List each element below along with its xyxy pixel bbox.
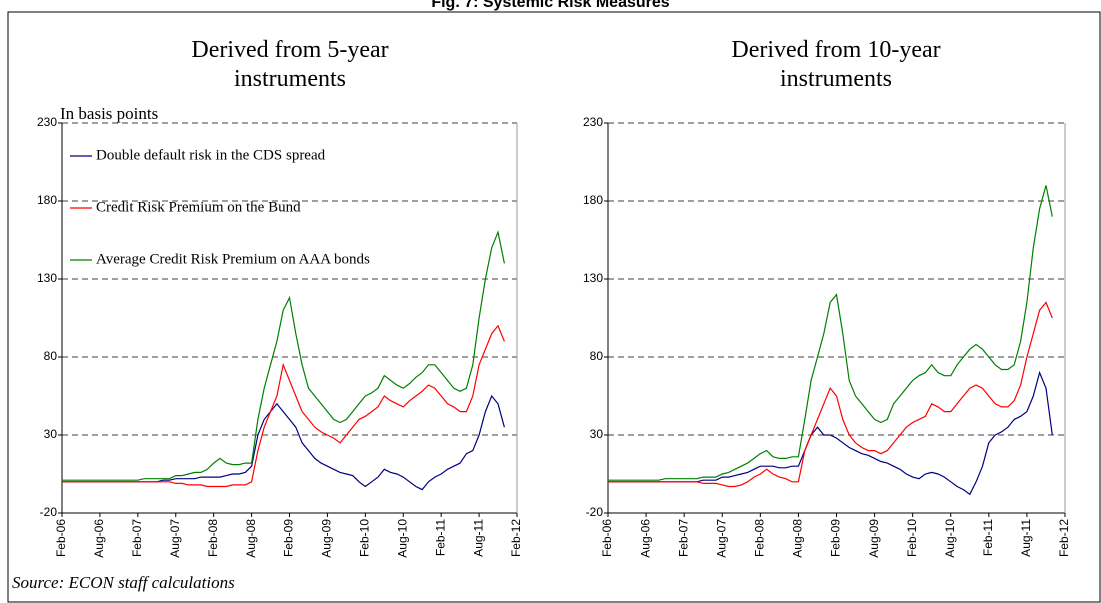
- x-tick-label: Feb-06: [54, 519, 68, 557]
- y-tick-label: 230: [37, 115, 57, 129]
- series-line: [62, 230, 505, 481]
- y-tick-label: 230: [583, 115, 603, 129]
- x-tick-label: Feb-07: [676, 519, 690, 557]
- legend-label: Credit Risk Premium on the Bund: [96, 199, 301, 215]
- y-tick-label: 130: [37, 271, 57, 285]
- x-tick-label: Aug-06: [638, 519, 652, 558]
- y-tick-label: 80: [590, 349, 604, 363]
- chart-title: Derived from 10-year instruments: [731, 37, 941, 92]
- x-tick-label: Feb-10: [358, 519, 372, 557]
- x-tick-label: Feb-09: [282, 519, 296, 557]
- x-tick-label: Feb-09: [829, 519, 843, 557]
- x-tick-label: Feb-11: [433, 519, 447, 556]
- x-tick-label: Aug-10: [943, 519, 957, 558]
- x-tick-label: Feb-06: [600, 519, 614, 557]
- series-line: [608, 370, 1053, 496]
- x-tick-label: Aug-11: [1019, 519, 1033, 557]
- series-line: [608, 185, 1053, 481]
- figure-title: Fig. 7: Systemic Risk Measures: [431, 0, 670, 11]
- x-tick-label: Feb-12: [509, 519, 523, 557]
- x-tick-label: Aug-09: [320, 519, 334, 558]
- y-tick-label: 30: [44, 427, 58, 441]
- x-tick-label: Feb-11: [981, 519, 995, 556]
- x-tick-label: Aug-08: [791, 519, 805, 558]
- y-tick-label: -20: [40, 505, 58, 519]
- frame: [7, 11, 1101, 603]
- y-tick-label: 80: [44, 349, 58, 363]
- x-tick-label: Aug-10: [395, 519, 409, 558]
- x-tick-label: Feb-07: [130, 519, 144, 557]
- x-tick-label: Feb-08: [753, 519, 767, 557]
- series-line: [62, 324, 505, 488]
- y-tick-label: 130: [583, 271, 603, 285]
- y-tick-label: 180: [583, 193, 603, 207]
- y-axis-label: In basis points: [60, 104, 158, 123]
- x-tick-label: Feb-08: [206, 519, 220, 557]
- legend-label: Average Credit Risk Premium on AAA bonds: [96, 251, 370, 267]
- x-tick-label: Feb-12: [1057, 519, 1071, 557]
- x-tick-label: Aug-09: [867, 519, 881, 558]
- x-tick-label: Aug-07: [168, 519, 182, 558]
- series-line: [608, 301, 1053, 488]
- y-tick-label: 30: [590, 427, 604, 441]
- x-tick-label: Aug-08: [244, 519, 258, 558]
- x-tick-label: Aug-11: [471, 519, 485, 557]
- x-tick-label: Aug-07: [714, 519, 728, 558]
- y-tick-label: 180: [37, 193, 57, 207]
- source-note: Source: ECON staff calculations: [12, 573, 235, 592]
- x-tick-label: Feb-10: [905, 519, 919, 557]
- legend-label: Double default risk in the CDS spread: [96, 147, 326, 163]
- y-tick-label: -20: [586, 505, 604, 519]
- x-tick-label: Aug-06: [92, 519, 106, 558]
- series-line: [62, 394, 505, 491]
- chart-title: Derived from 5-year instruments: [191, 37, 389, 92]
